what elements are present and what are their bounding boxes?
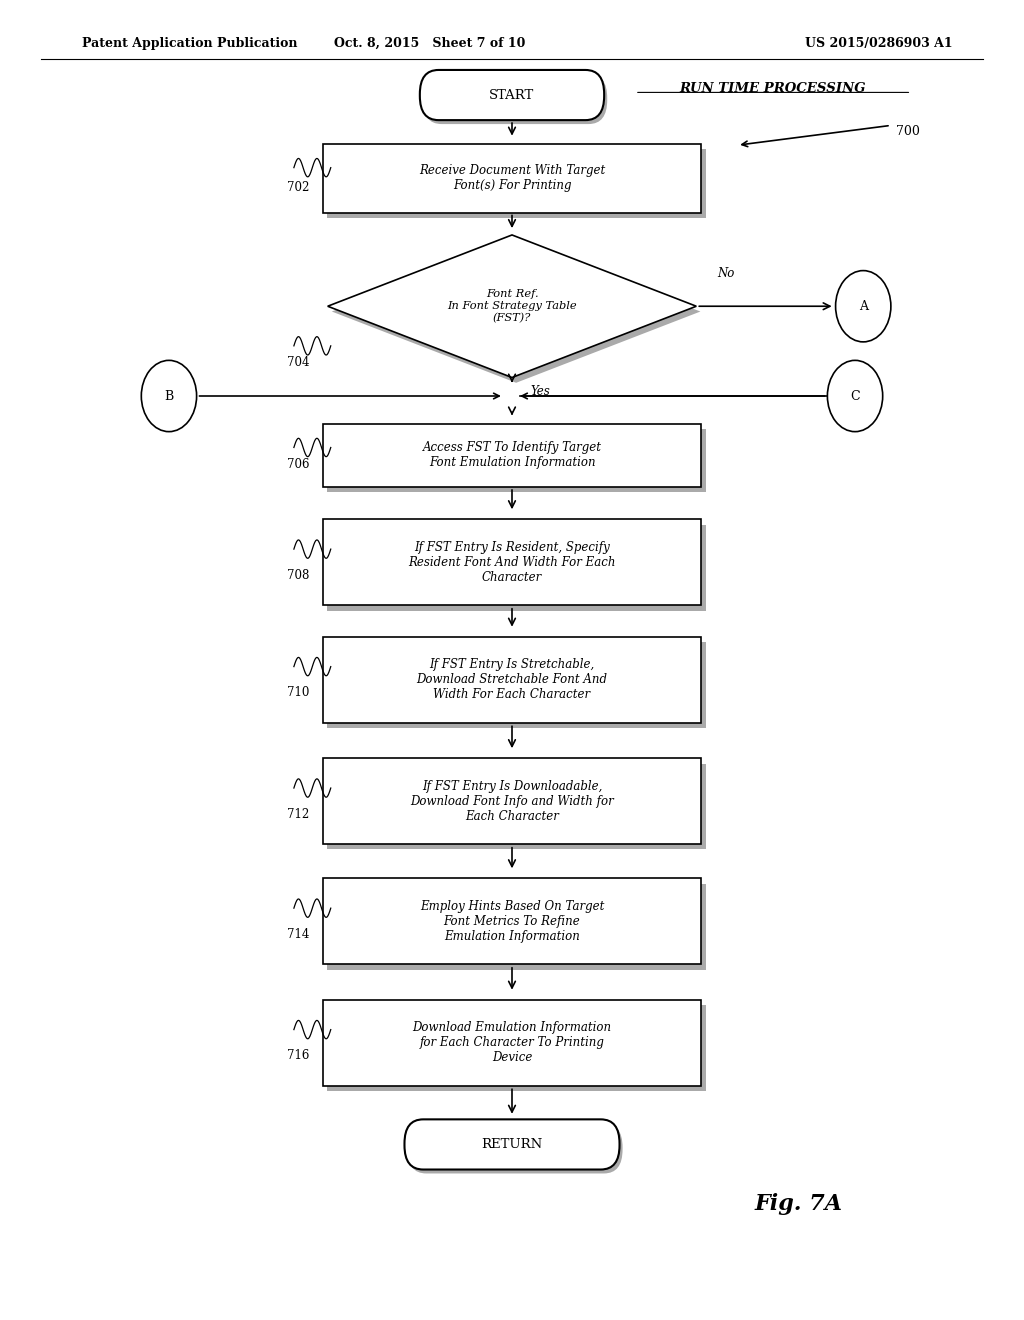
- Text: Download Emulation Information
for Each Character To Printing
Device: Download Emulation Information for Each …: [413, 1022, 611, 1064]
- FancyBboxPatch shape: [323, 424, 701, 487]
- Text: START: START: [489, 88, 535, 102]
- Text: 702: 702: [287, 181, 309, 194]
- Text: Font Ref.
In Font Strategy Table
(FST)?: Font Ref. In Font Strategy Table (FST)?: [447, 289, 577, 323]
- FancyBboxPatch shape: [323, 519, 701, 605]
- FancyBboxPatch shape: [420, 70, 604, 120]
- FancyBboxPatch shape: [323, 879, 701, 964]
- Text: 712: 712: [287, 808, 309, 821]
- FancyBboxPatch shape: [408, 1123, 623, 1173]
- Text: Oct. 8, 2015   Sheet 7 of 10: Oct. 8, 2015 Sheet 7 of 10: [335, 37, 525, 50]
- Text: Employ Hints Based On Target
Font Metrics To Refine
Emulation Information: Employ Hints Based On Target Font Metric…: [420, 900, 604, 942]
- FancyBboxPatch shape: [327, 429, 706, 492]
- FancyBboxPatch shape: [327, 642, 706, 729]
- Text: Yes: Yes: [530, 385, 550, 399]
- Text: 716: 716: [287, 1049, 309, 1063]
- FancyBboxPatch shape: [327, 149, 706, 218]
- Text: 710: 710: [287, 686, 309, 700]
- Text: 704: 704: [287, 356, 309, 370]
- FancyBboxPatch shape: [323, 758, 701, 845]
- Text: If FST Entry Is Downloadable,
Download Font Info and Width for
Each Character: If FST Entry Is Downloadable, Download F…: [411, 780, 613, 822]
- FancyBboxPatch shape: [404, 1119, 620, 1170]
- Polygon shape: [328, 235, 696, 378]
- Circle shape: [141, 360, 197, 432]
- FancyBboxPatch shape: [327, 524, 706, 610]
- Text: 706: 706: [287, 458, 309, 471]
- Text: Receive Document With Target
Font(s) For Printing: Receive Document With Target Font(s) For…: [419, 164, 605, 193]
- Text: C: C: [850, 389, 860, 403]
- FancyBboxPatch shape: [327, 763, 706, 850]
- Text: 700: 700: [896, 125, 920, 139]
- FancyBboxPatch shape: [327, 1006, 706, 1090]
- FancyBboxPatch shape: [323, 1001, 701, 1085]
- Circle shape: [827, 360, 883, 432]
- Text: No: No: [717, 267, 734, 280]
- Text: A: A: [859, 300, 867, 313]
- Text: B: B: [164, 389, 174, 403]
- Text: 714: 714: [287, 928, 309, 941]
- Text: RETURN: RETURN: [481, 1138, 543, 1151]
- Text: Patent Application Publication: Patent Application Publication: [82, 37, 297, 50]
- Polygon shape: [332, 240, 700, 383]
- FancyBboxPatch shape: [323, 636, 701, 722]
- FancyBboxPatch shape: [323, 144, 701, 213]
- Text: US 2015/0286903 A1: US 2015/0286903 A1: [805, 37, 952, 50]
- Text: Access FST To Identify Target
Font Emulation Information: Access FST To Identify Target Font Emula…: [423, 441, 601, 470]
- FancyBboxPatch shape: [327, 884, 706, 969]
- Text: RUN TIME PROCESSING: RUN TIME PROCESSING: [680, 82, 866, 95]
- FancyBboxPatch shape: [423, 74, 607, 124]
- Text: If FST Entry Is Resident, Specify
Resident Font And Width For Each
Character: If FST Entry Is Resident, Specify Reside…: [409, 541, 615, 583]
- Circle shape: [836, 271, 891, 342]
- Text: Fig. 7A: Fig. 7A: [755, 1193, 843, 1214]
- Text: If FST Entry Is Stretchable,
Download Stretchable Font And
Width For Each Charac: If FST Entry Is Stretchable, Download St…: [417, 659, 607, 701]
- Text: 708: 708: [287, 569, 309, 582]
